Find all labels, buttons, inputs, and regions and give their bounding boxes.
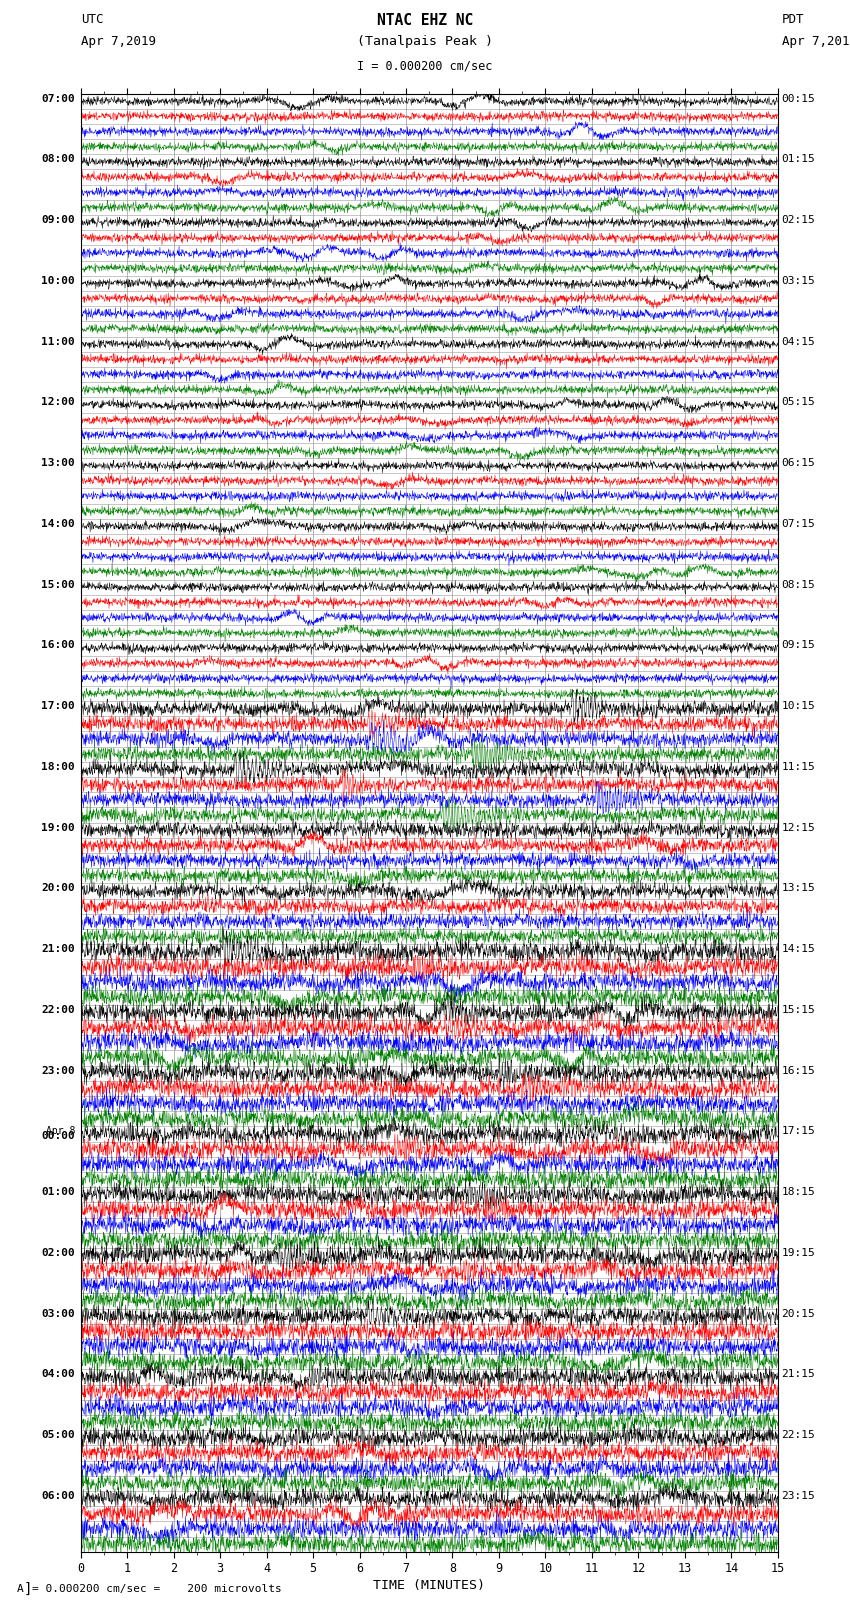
Text: A: A: [17, 1584, 24, 1594]
Text: UTC: UTC: [81, 13, 103, 26]
Text: 07:00: 07:00: [42, 94, 75, 103]
Text: 11:00: 11:00: [42, 337, 75, 347]
Text: 17:00: 17:00: [42, 702, 75, 711]
Text: 08:15: 08:15: [781, 579, 815, 590]
Text: 18:00: 18:00: [42, 761, 75, 773]
Text: Apr 8: Apr 8: [46, 1126, 75, 1137]
Text: 21:15: 21:15: [781, 1369, 815, 1379]
Text: 05:15: 05:15: [781, 397, 815, 408]
Text: 08:00: 08:00: [42, 155, 75, 165]
Text: Apr 7,2019: Apr 7,2019: [782, 35, 850, 48]
Text: 06:00: 06:00: [42, 1490, 75, 1502]
Text: 21:00: 21:00: [42, 944, 75, 955]
Text: 18:15: 18:15: [781, 1187, 815, 1197]
Text: 06:15: 06:15: [781, 458, 815, 468]
Text: 10:00: 10:00: [42, 276, 75, 286]
Text: 20:15: 20:15: [781, 1308, 815, 1319]
Text: 19:00: 19:00: [42, 823, 75, 832]
Text: 13:15: 13:15: [781, 884, 815, 894]
Text: 12:00: 12:00: [42, 397, 75, 408]
Text: 10:15: 10:15: [781, 702, 815, 711]
Text: 02:15: 02:15: [781, 215, 815, 226]
Text: 04:15: 04:15: [781, 337, 815, 347]
Text: 15:15: 15:15: [781, 1005, 815, 1015]
Text: 01:00: 01:00: [42, 1187, 75, 1197]
Text: 16:15: 16:15: [781, 1066, 815, 1076]
Text: Apr 7,2019: Apr 7,2019: [81, 35, 156, 48]
Text: 09:00: 09:00: [42, 215, 75, 226]
Text: 16:00: 16:00: [42, 640, 75, 650]
Text: (Tanalpais Peak ): (Tanalpais Peak ): [357, 35, 493, 48]
Text: ]: ]: [24, 1582, 32, 1595]
Text: 03:00: 03:00: [42, 1308, 75, 1319]
Text: 23:00: 23:00: [42, 1066, 75, 1076]
Text: 00:15: 00:15: [781, 94, 815, 103]
Text: 01:15: 01:15: [781, 155, 815, 165]
Text: 09:15: 09:15: [781, 640, 815, 650]
Text: 14:15: 14:15: [781, 944, 815, 955]
Text: 07:15: 07:15: [781, 519, 815, 529]
Text: 04:00: 04:00: [42, 1369, 75, 1379]
Text: 19:15: 19:15: [781, 1248, 815, 1258]
Text: 11:15: 11:15: [781, 761, 815, 773]
Text: 03:15: 03:15: [781, 276, 815, 286]
Text: 02:00: 02:00: [42, 1248, 75, 1258]
Text: 20:00: 20:00: [42, 884, 75, 894]
Text: NTAC EHZ NC: NTAC EHZ NC: [377, 13, 473, 27]
Text: = 0.000200 cm/sec =    200 microvolts: = 0.000200 cm/sec = 200 microvolts: [32, 1584, 282, 1594]
Text: 05:00: 05:00: [42, 1431, 75, 1440]
Text: I = 0.000200 cm/sec: I = 0.000200 cm/sec: [357, 60, 493, 73]
Text: 22:00: 22:00: [42, 1005, 75, 1015]
Text: 12:15: 12:15: [781, 823, 815, 832]
Text: 00:00: 00:00: [42, 1131, 75, 1140]
Text: 13:00: 13:00: [42, 458, 75, 468]
Text: 17:15: 17:15: [781, 1126, 815, 1137]
Text: 22:15: 22:15: [781, 1431, 815, 1440]
Text: PDT: PDT: [782, 13, 804, 26]
Text: 23:15: 23:15: [781, 1490, 815, 1502]
X-axis label: TIME (MINUTES): TIME (MINUTES): [373, 1579, 485, 1592]
Text: 14:00: 14:00: [42, 519, 75, 529]
Text: 15:00: 15:00: [42, 579, 75, 590]
